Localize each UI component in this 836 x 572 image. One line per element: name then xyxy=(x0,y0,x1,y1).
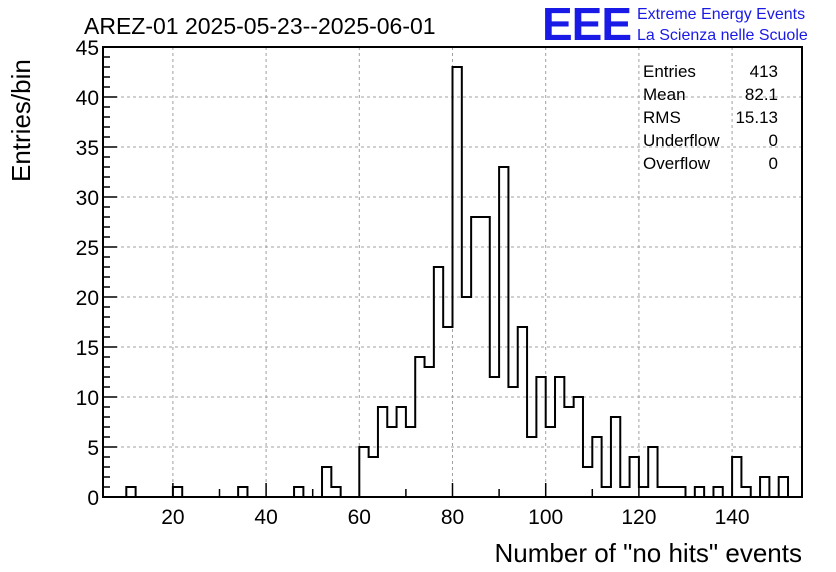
stat-value: 413 xyxy=(750,62,778,81)
axis-ticks xyxy=(103,46,780,498)
x-tick-labels: 20 40 60 80 100 120 140 xyxy=(161,506,749,529)
x-tick-label: 60 xyxy=(348,506,371,529)
x-axis-title: Number of "no hits" events xyxy=(495,538,803,568)
x-tick-label: 100 xyxy=(528,506,563,529)
stat-label: Mean xyxy=(643,85,686,104)
y-tick-label: 45 xyxy=(76,37,99,60)
y-tick-label: 35 xyxy=(76,137,99,160)
y-tick-label: 10 xyxy=(76,387,99,410)
stat-value: 0 xyxy=(769,154,778,173)
y-tick-label: 20 xyxy=(76,287,99,310)
eee-logo-mark: EEE xyxy=(542,0,631,50)
y-tick-label: 15 xyxy=(76,337,99,360)
stat-value: 0 xyxy=(769,131,778,150)
stat-value: 82.1 xyxy=(745,85,778,104)
y-tick-label: 30 xyxy=(76,187,99,210)
stat-label: Entries xyxy=(643,62,696,81)
x-tick-label: 20 xyxy=(161,506,184,529)
stat-value: 15.13 xyxy=(735,108,778,127)
eee-logo-line2: La Scienza nelle Scuole xyxy=(637,27,808,44)
x-tick-label: 40 xyxy=(254,506,277,529)
stat-label: Underflow xyxy=(643,131,720,150)
stat-label: RMS xyxy=(643,108,681,127)
x-tick-label: 80 xyxy=(441,506,464,529)
y-tick-label: 0 xyxy=(87,487,99,510)
x-tick-label: 140 xyxy=(715,506,750,529)
y-tick-label: 25 xyxy=(76,237,99,260)
eee-logo-line1: Extreme Energy Events xyxy=(637,6,805,23)
eee-logo: EEE Extreme Energy Events La Scienza nel… xyxy=(542,0,808,50)
y-tick-labels: 0 5 10 15 20 25 30 35 40 45 xyxy=(76,37,99,510)
stat-label: Overflow xyxy=(643,154,711,173)
y-tick-label: 5 xyxy=(87,437,99,460)
x-tick-label: 120 xyxy=(621,506,656,529)
y-tick-label: 40 xyxy=(76,87,99,110)
chart-title: AREZ-01 2025-05-23--2025-06-01 xyxy=(84,13,436,39)
y-axis-title: Entries/bin xyxy=(6,59,36,182)
stats-box: Entries 413 Mean 82.1 RMS 15.13 Underflow 0 Over… xyxy=(643,62,778,173)
